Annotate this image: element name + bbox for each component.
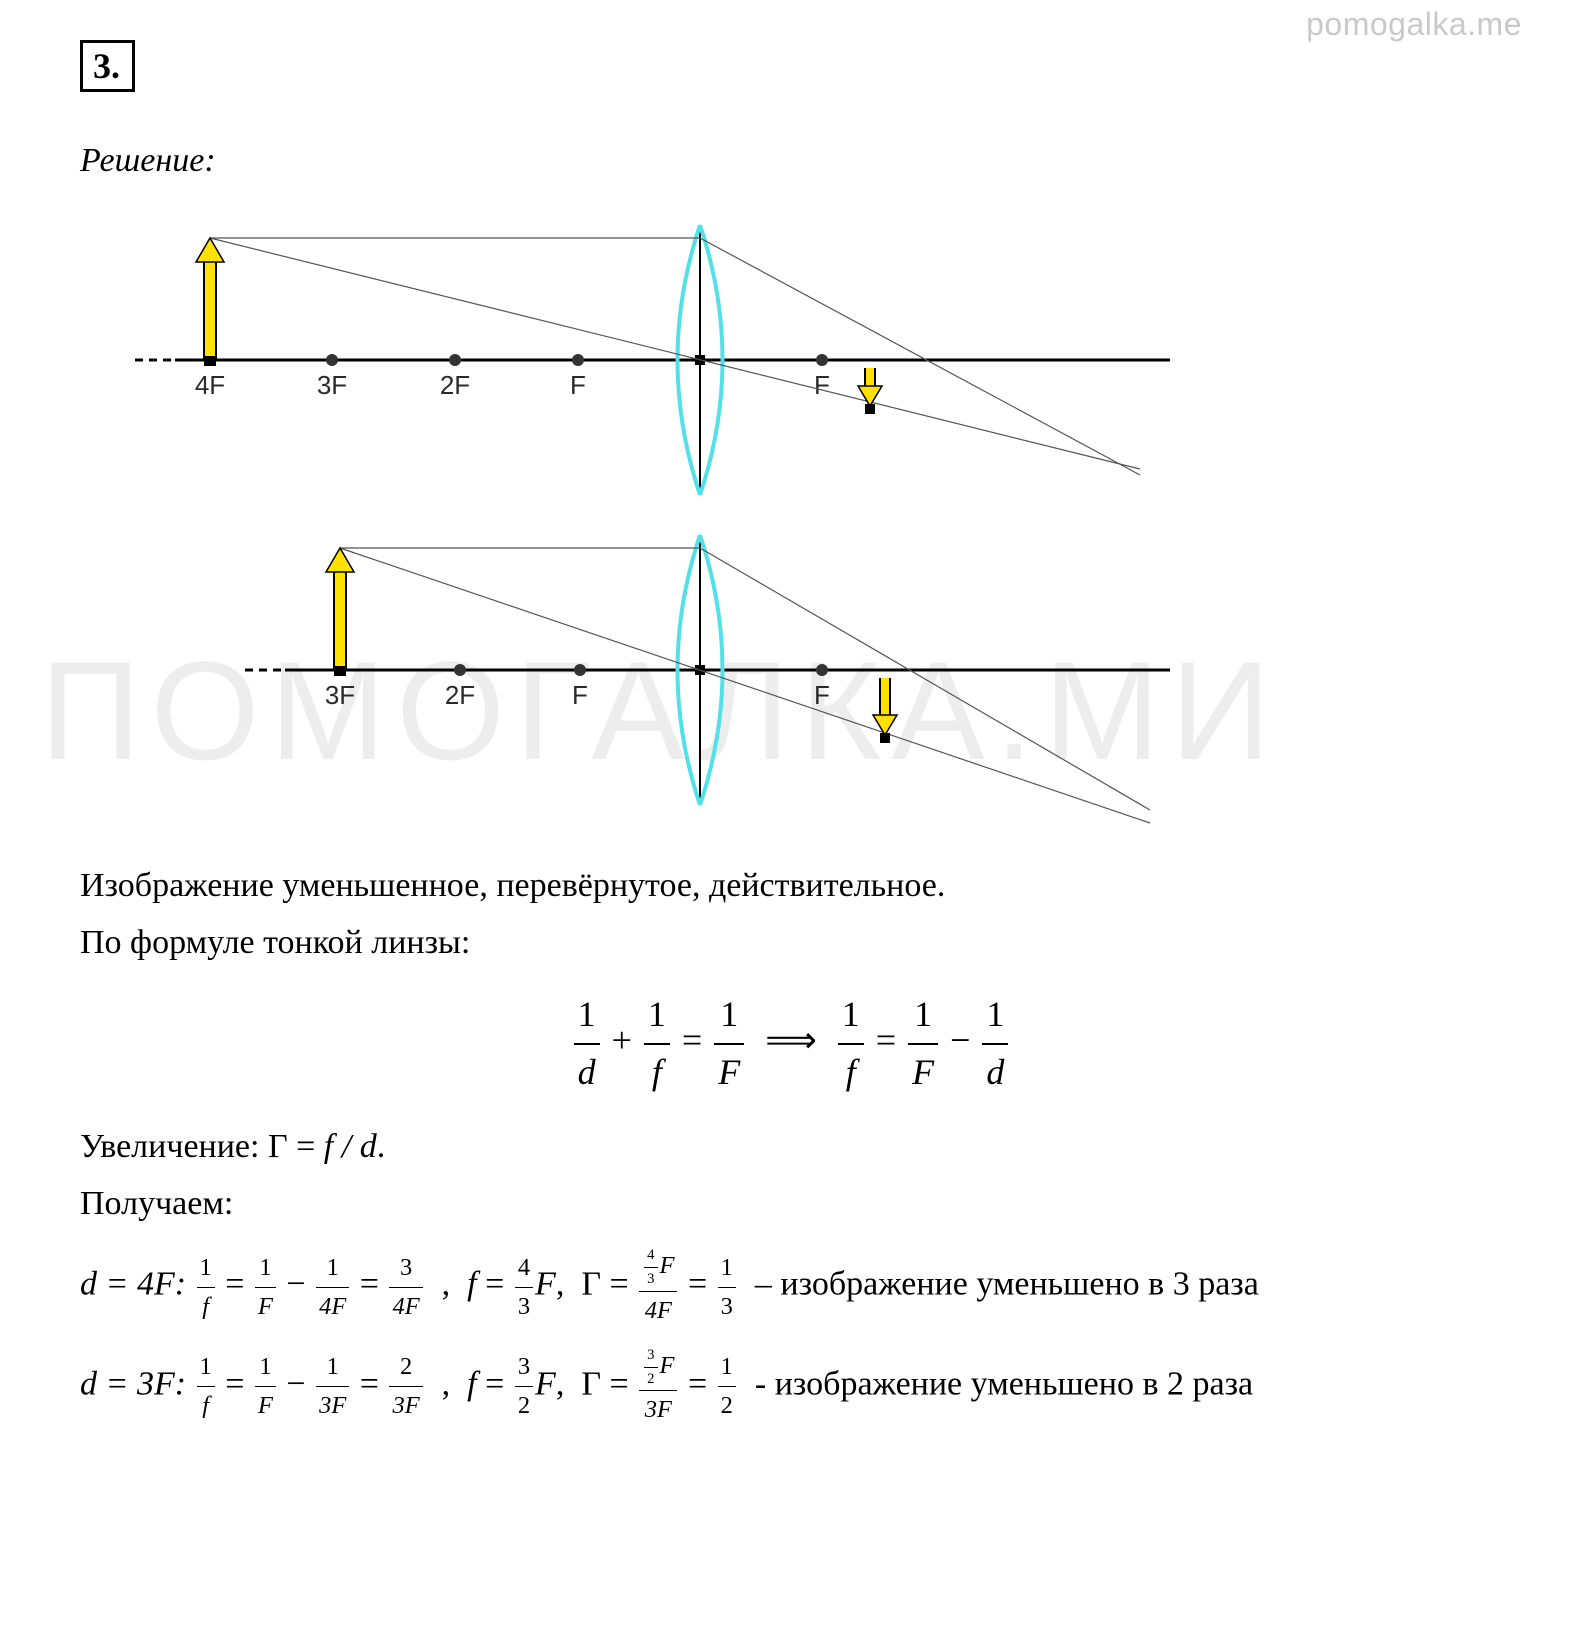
watermark-top: pomogalka.me bbox=[1306, 6, 1522, 43]
page: pomogalka.me 3. Решение: 4F3F2FFF ПОМОГА… bbox=[0, 0, 1582, 1503]
svg-text:2F: 2F bbox=[445, 680, 475, 710]
result-3f: d = 3F: 1f = 1F − 13F = 23F , f = 32F, Γ… bbox=[80, 1344, 1502, 1429]
svg-text:2F: 2F bbox=[440, 370, 470, 400]
text-image-props: Изображение уменьшенное, перевёрнутое, д… bbox=[80, 860, 1502, 913]
ray-diagram-4f: 4F 3F 2F F F bbox=[80, 220, 1500, 510]
svg-text:F: F bbox=[814, 370, 830, 400]
text-magnification: Увеличение: Γ = f / d. bbox=[80, 1121, 1502, 1174]
svg-text:F: F bbox=[814, 680, 830, 710]
svg-text:F: F bbox=[572, 680, 588, 710]
svg-text:4F: 4F bbox=[195, 370, 225, 400]
explanation-text: Изображение уменьшенное, перевёрнутое, д… bbox=[80, 860, 1502, 1429]
result-4f: d = 4F: 1f = 1F − 14F = 34F , f = 43F, Γ… bbox=[80, 1244, 1502, 1329]
problem-number: 3. bbox=[80, 40, 135, 92]
svg-text:3F: 3F bbox=[325, 680, 355, 710]
text-obtain: Получаем: bbox=[80, 1178, 1502, 1231]
svg-text:3F: 3F bbox=[317, 370, 347, 400]
solution-label: Решение: bbox=[80, 142, 1502, 180]
svg-text:F: F bbox=[570, 370, 586, 400]
ray-diagram-3f: 3F 2F F F bbox=[80, 530, 1500, 840]
text-formula-intro: По формуле тонкой линзы: bbox=[80, 917, 1502, 970]
implies-arrow: ⟹ bbox=[765, 1020, 817, 1060]
lens-formula: 1d + 1f = 1F ⟹ 1f = 1F − 1d bbox=[80, 987, 1502, 1101]
